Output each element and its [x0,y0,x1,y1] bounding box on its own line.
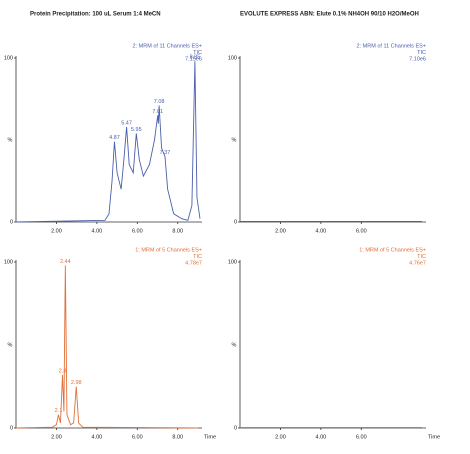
y-tick-label: 0 [234,425,237,431]
trace-annotation: 1: MRM of 5 Channels ES+ [135,247,202,253]
peak-label: 2.44 [60,259,71,265]
x-tick-label: 2.00 [51,434,62,440]
peak-label: 7.01 [152,109,163,115]
x-tick-label: 4.00 [92,434,103,440]
y-tick-label: 0 [10,425,13,431]
y-axis-label: % [8,342,13,348]
y-tick-label: 0 [10,219,13,225]
trace-annotation: TIC [417,254,426,260]
trace-annotation: 4.78e7 [185,260,202,266]
x-tick-label: 2.00 [275,228,286,234]
y-tick-label: 0 [234,219,237,225]
x-tick-label: 8.00 [172,434,183,440]
trace-annotation: 2: MRM of 11 Channels ES+ [133,43,202,49]
peak-label: 7.08 [154,99,165,105]
y-axis-label: % [232,137,237,143]
trace-annotation: 2: MRM of 11 Channels ES+ [357,43,426,49]
peak-label: 2.1 [55,408,63,414]
trace-annotation: 7.10e6 [409,56,426,62]
y-axis-label: % [232,342,237,348]
column-title: Protein Precipitation: 100 uL Serum 1:4 … [30,12,161,18]
x-axis-label: Time [428,434,440,440]
peak-label: 7.37 [160,150,171,156]
y-tick-label: 100 [228,259,237,265]
x-tick-label: 2.00 [51,228,62,234]
trace-annotation: 1: MRM of 5 Channels ES+ [359,247,426,253]
peak-label: 2.98 [71,380,82,386]
peak-label: 4.87 [109,135,120,141]
y-axis-label: % [8,137,13,143]
peak-label: 5.95 [131,127,142,133]
y-tick-label: 100 [228,55,237,61]
trace-annotation: TIC [193,50,202,56]
x-tick-label: 6.00 [132,228,143,234]
trace-annotation: TIC [417,50,426,56]
x-tick-label: 6.00 [356,228,367,234]
trace-annotation: 4.76e7 [409,260,426,266]
x-tick-label: 8.00 [172,228,183,234]
peak-label: 2.3 [59,368,67,374]
trace-annotation: 7.15e6 [185,56,202,62]
peak-label: 5.47 [121,120,132,126]
trace [15,265,198,429]
y-tick-label: 100 [4,259,13,265]
y-tick-label: 100 [4,55,13,61]
x-tick-label: 2.00 [275,434,286,440]
trace-annotation: TIC [193,254,202,260]
x-tick-label: 6.00 [132,434,143,440]
x-axis-label: Time [204,434,216,440]
x-tick-label: 6.00 [356,434,367,440]
x-tick-label: 4.00 [316,434,327,440]
column-title: EVOLUTE EXPRESS ABN: Elute 0.1% NH4OH 90… [240,12,419,18]
peak-label: 8.85 [190,55,201,61]
x-tick-label: 4.00 [316,228,327,234]
trace [15,61,201,223]
x-tick-label: 4.00 [92,228,103,234]
